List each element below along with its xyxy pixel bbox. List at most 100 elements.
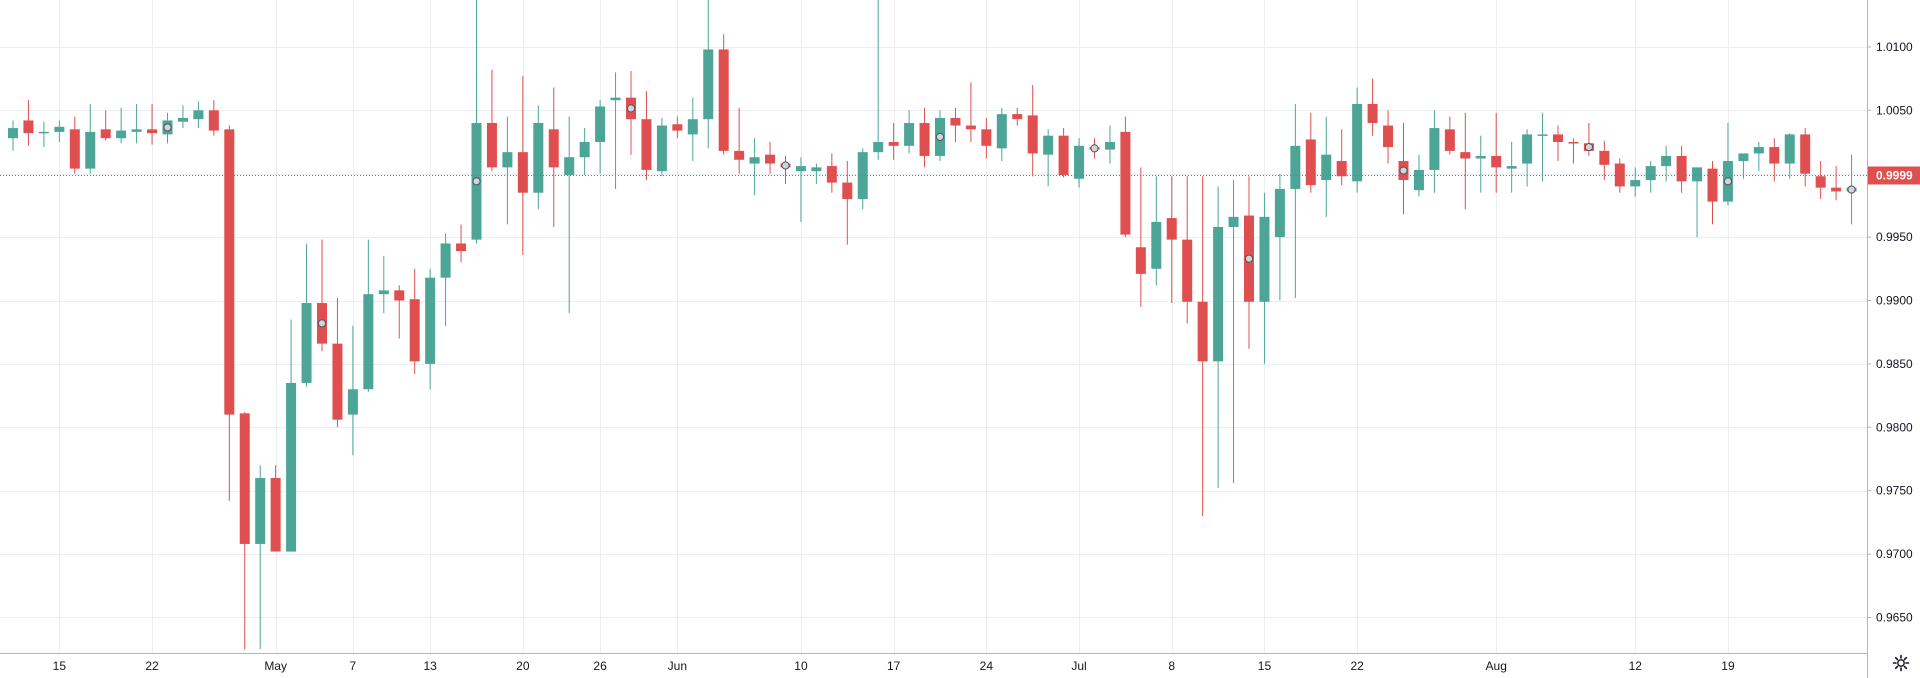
time-tick-label: 15 <box>53 659 67 673</box>
candle <box>626 71 636 155</box>
candle <box>1058 128 1069 178</box>
candle-body <box>1506 166 1517 169</box>
candle-body <box>703 49 714 120</box>
price-axis[interactable]: 1.01001.00501.00000.99500.99000.98500.98… <box>1867 40 1913 625</box>
candle <box>1151 176 1162 286</box>
time-tick-label: 20 <box>516 659 530 673</box>
candle <box>517 76 528 255</box>
time-tick-label: 12 <box>1629 659 1643 673</box>
candle <box>1537 112 1548 182</box>
candle-body <box>1738 153 1749 162</box>
candle <box>1290 103 1301 298</box>
time-tick-label: 22 <box>145 659 159 673</box>
candle-body <box>332 343 343 420</box>
event-marker[interactable] <box>1090 144 1099 153</box>
candle <box>687 97 698 162</box>
time-tick-label: 19 <box>1721 659 1735 673</box>
candle-body <box>1676 155 1687 182</box>
candle-body <box>718 49 729 151</box>
candle-body <box>409 299 420 362</box>
candle-body <box>1336 161 1347 177</box>
event-marker[interactable] <box>1244 254 1254 263</box>
event-marker[interactable] <box>1723 177 1733 186</box>
candle-body <box>224 129 235 415</box>
candle-body <box>8 128 18 139</box>
candle <box>888 122 899 160</box>
candle <box>286 319 297 552</box>
event-marker[interactable] <box>781 161 790 170</box>
candle <box>69 116 80 174</box>
event-marker[interactable] <box>317 319 327 328</box>
candle-body <box>888 142 899 146</box>
candle-body <box>1630 180 1641 187</box>
price-tick-label: 1.0100 <box>1876 40 1913 54</box>
price-tick-label: 0.9850 <box>1876 357 1913 371</box>
candle-body <box>255 478 266 544</box>
candle-body <box>795 166 806 172</box>
candle <box>1676 145 1687 193</box>
event-marker[interactable] <box>472 177 481 186</box>
candle <box>378 256 389 314</box>
candle-body <box>456 243 467 252</box>
candle-body <box>765 154 776 164</box>
candle <box>1228 180 1239 484</box>
candle-body <box>1831 187 1842 192</box>
candle <box>1707 161 1718 225</box>
candle <box>1738 153 1749 179</box>
time-tick-label: 26 <box>593 659 607 673</box>
candle <box>1614 158 1625 193</box>
time-axis[interactable]: 15 22 May 7 13 20 26 Jun 10 17 24 Jul 8 15 22 Aug 12 19 <box>53 659 1735 673</box>
event-marker[interactable] <box>1847 185 1856 194</box>
candle <box>471 0 482 244</box>
event-marker[interactable] <box>1399 166 1408 175</box>
candle-body <box>440 243 451 278</box>
candle <box>239 412 250 650</box>
candle-body <box>1707 168 1718 202</box>
candle <box>795 157 806 222</box>
candle-body <box>548 129 559 168</box>
candle-body <box>1692 167 1703 182</box>
time-tick-label: 7 <box>350 659 357 673</box>
candle <box>270 465 281 552</box>
event-marker[interactable] <box>163 123 172 132</box>
candle <box>811 163 822 184</box>
gear-icon <box>1892 654 1910 672</box>
candle-body <box>857 152 868 200</box>
time-tick-label: 17 <box>887 659 901 673</box>
candle <box>1692 167 1703 238</box>
candle-body <box>270 478 281 552</box>
candle-body <box>1460 152 1471 159</box>
candle-body <box>1043 135 1054 155</box>
candle-body <box>579 142 590 158</box>
event-marker[interactable] <box>1584 142 1594 152</box>
current-price-label: 0.9999 <box>1876 169 1913 183</box>
time-tick-label: Aug <box>1486 659 1507 673</box>
candle-body <box>1058 135 1069 175</box>
candle <box>1599 140 1610 181</box>
candle <box>1027 84 1038 177</box>
candle <box>1135 167 1146 307</box>
candle-body <box>425 277 436 364</box>
price-tick-label: 0.9750 <box>1876 484 1913 498</box>
price-tick-label: 0.9700 <box>1876 547 1913 561</box>
candle <box>1305 112 1316 193</box>
candle <box>1553 125 1563 162</box>
candle <box>1630 167 1641 197</box>
chart-settings-button[interactable] <box>1890 652 1912 674</box>
candle <box>1259 192 1270 364</box>
event-marker[interactable] <box>626 104 636 113</box>
candle <box>1645 161 1656 193</box>
candle <box>54 120 65 143</box>
candle-body <box>239 413 250 544</box>
candle <box>1460 112 1471 210</box>
candle-body <box>394 290 405 301</box>
candle-body <box>610 97 621 101</box>
candle-body <box>842 182 853 200</box>
candle-body <box>1614 163 1625 187</box>
event-marker[interactable] <box>935 132 945 142</box>
candle-body <box>1352 103 1363 182</box>
candle-body <box>904 122 915 146</box>
candle-body <box>1321 154 1332 181</box>
candle-body <box>873 142 884 153</box>
